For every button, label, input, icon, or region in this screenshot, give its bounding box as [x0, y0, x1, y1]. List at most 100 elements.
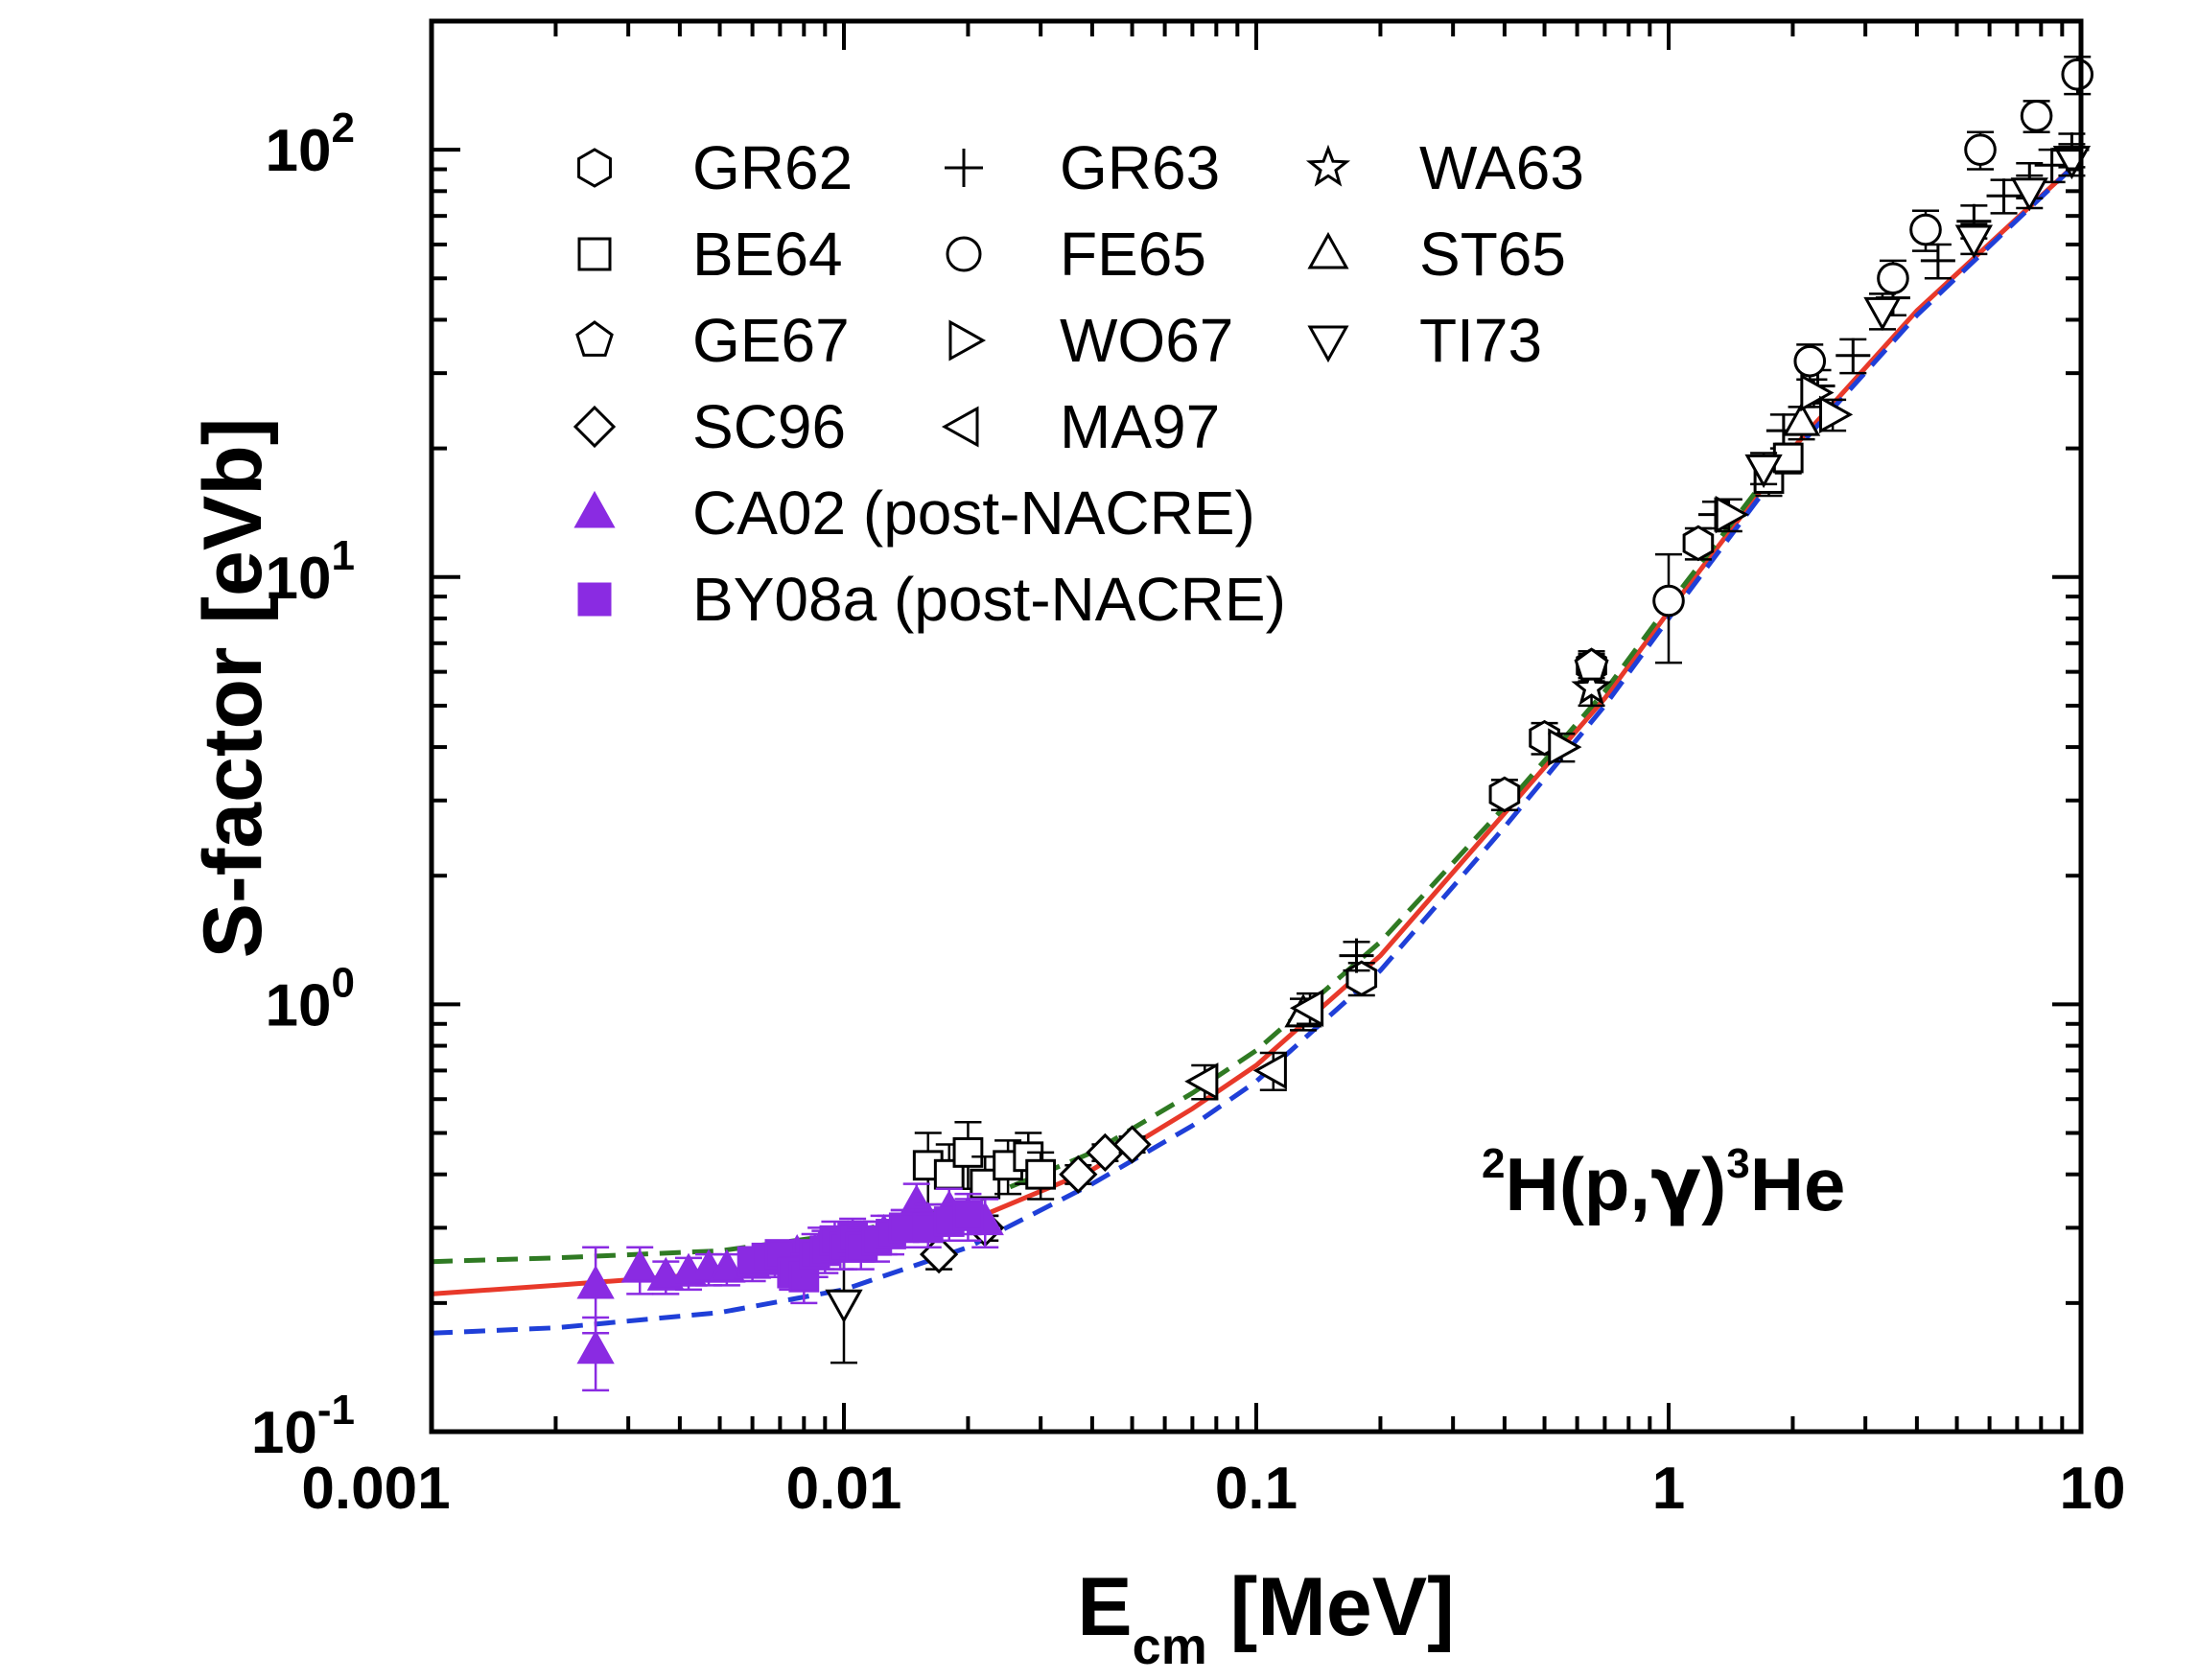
- x-tick-label: 10: [2060, 1456, 2126, 1522]
- data-point-ma97: [1289, 989, 1324, 1027]
- legend-item-wo67: WO67: [948, 306, 1233, 375]
- data-point-by08a: [952, 1200, 984, 1231]
- data-point-ge67: [1574, 647, 1609, 681]
- legend-label-gr62: GR62: [692, 133, 853, 202]
- x-tick-label: 0.1: [1215, 1456, 1298, 1522]
- reaction-gamma: γ: [1650, 1142, 1701, 1228]
- series-ma97: [1184, 989, 1324, 1101]
- legend-label-fe65: FE65: [1060, 220, 1206, 289]
- data-point-gr63: [1836, 338, 1871, 373]
- legend-marker-gr63: [945, 149, 983, 187]
- legend-item-ti73: TI73: [1307, 306, 1542, 375]
- data-point-fe65: [1877, 262, 1909, 295]
- legend-item-fe65: FE65: [946, 220, 1206, 289]
- x-tick-labels: 0.001 0.01 0.1 1 10: [301, 1456, 2125, 1522]
- y-tick-base: 10: [266, 546, 332, 612]
- x-axis-title: Ecm [MeV]: [1077, 1561, 1454, 1675]
- reaction-part1: H(p,: [1505, 1142, 1650, 1226]
- legend-marker-sc96: [573, 405, 617, 449]
- legend-item-ma97: MA97: [941, 392, 1220, 461]
- legend-marker-ma97: [941, 406, 979, 448]
- legend-label-by08a: BY08a (post-NACRE): [692, 565, 1286, 634]
- x-axis-title-subscript: cm: [1133, 1618, 1207, 1675]
- y-tick-exponent: -1: [317, 1387, 355, 1434]
- data-point-be64: [952, 1137, 984, 1168]
- legend-item-gr62: GR62: [577, 133, 853, 202]
- data-point-gr63: [1986, 178, 2022, 214]
- legend-item-wa63: WA63: [1305, 133, 1584, 202]
- data-point-gr62: [1345, 960, 1378, 997]
- legend-label-wa63: WA63: [1419, 133, 1584, 202]
- data-point-be64: [970, 1168, 1001, 1200]
- legend-label-ti73: TI73: [1419, 306, 1542, 375]
- model-curve-2: [431, 442, 1795, 1265]
- data-point-wa63: [1571, 666, 1612, 706]
- legend-label-ge67: GE67: [692, 306, 850, 375]
- data-point-ca02: [708, 1248, 746, 1283]
- legend-marker-gr62: [577, 148, 612, 188]
- legend-label-wo67: WO67: [1060, 306, 1233, 375]
- legend-label-be64: BE64: [692, 220, 843, 289]
- legend-item-ge67: GE67: [575, 306, 850, 375]
- model-curve-3: [431, 157, 2083, 1336]
- x-tick-label: 1: [1652, 1456, 1685, 1522]
- data-point-fe65: [1793, 344, 1827, 378]
- y-axis-title: S-factor [eVb]: [187, 418, 279, 959]
- legend-label-ca02: CA02 (post-NACRE): [692, 478, 1255, 548]
- data-point-sc96: [1112, 1125, 1152, 1164]
- reaction-mass-deuteron: 2: [1482, 1140, 1505, 1187]
- data-point-ti73: [2010, 177, 2048, 212]
- legend-item-gr63: GR63: [945, 133, 1220, 202]
- data-point-ca02: [620, 1248, 659, 1283]
- legend-item-st65: ST65: [1307, 220, 1566, 289]
- series-by08a: [737, 1198, 984, 1305]
- x-axis-title-unit: [MeV]: [1207, 1561, 1455, 1653]
- reaction-part3: He: [1750, 1142, 1846, 1226]
- legend-label-ma97: MA97: [1060, 392, 1220, 461]
- data-point-wo67: [1715, 495, 1749, 534]
- reaction-part2: ): [1701, 1142, 1726, 1226]
- legend-marker-st65: [1307, 231, 1349, 269]
- data-point-gr63: [2034, 148, 2069, 183]
- data-point-sc96: [1059, 1155, 1098, 1194]
- data-point-fe65: [1964, 133, 1997, 166]
- data-point-ma97: [1184, 1062, 1219, 1101]
- legend-marker-ca02: [573, 490, 616, 528]
- data-point-gr62: [1682, 525, 1715, 562]
- legend-marker-wo67: [948, 319, 987, 362]
- data-points: [576, 55, 2094, 1392]
- legend-marker-ge67: [575, 320, 614, 357]
- x-tick-label: 0.001: [301, 1456, 450, 1522]
- y-tick-exponent: 2: [332, 105, 355, 152]
- data-point-wo67: [1548, 728, 1582, 766]
- legend-item-ca02: CA02 (post-NACRE): [573, 478, 1255, 548]
- legend-label-st65: ST65: [1419, 220, 1566, 289]
- axis-ticks: [430, 19, 2081, 1434]
- data-point-fe65: [1909, 213, 1942, 246]
- data-point-gr63: [1920, 243, 1955, 278]
- legend-marker-ti73: [1307, 325, 1349, 363]
- y-tick-base: 10: [266, 972, 332, 1038]
- data-point-ca02: [576, 1265, 615, 1299]
- data-point-wo67: [1800, 373, 1835, 412]
- data-point-ti73: [825, 1289, 863, 1323]
- series-ti73: [825, 143, 2092, 1365]
- x-tick-label: 0.01: [786, 1456, 902, 1522]
- data-point-be64: [1025, 1158, 1057, 1190]
- legend-marker-wa63: [1305, 144, 1351, 187]
- data-point-wo67: [1819, 395, 1854, 433]
- data-point-gr62: [1488, 776, 1521, 813]
- legend-marker-by08a: [577, 582, 612, 617]
- data-point-ti73: [1863, 296, 1902, 332]
- reaction-mass-helium: 3: [1726, 1140, 1749, 1187]
- legend-marker-fe65: [946, 236, 982, 272]
- data-point-sc96: [919, 1234, 959, 1274]
- y-tick-base: 10: [251, 1400, 317, 1466]
- y-tick-label: 102: [266, 105, 355, 184]
- data-point-fe65: [1652, 584, 1685, 618]
- x-axis-title-main: E: [1077, 1561, 1132, 1653]
- legend-label-gr63: GR63: [1060, 133, 1220, 202]
- y-tick-exponent: 1: [332, 532, 355, 579]
